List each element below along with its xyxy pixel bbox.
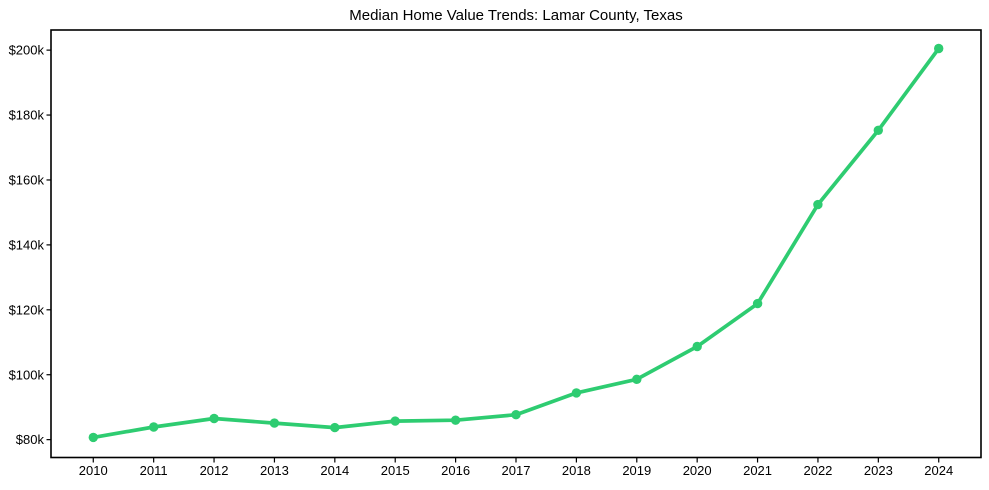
x-tick-label: 2010 bbox=[79, 463, 108, 478]
x-tick-label: 2017 bbox=[502, 463, 531, 478]
data-point bbox=[330, 422, 340, 433]
x-tick-label: 2011 bbox=[140, 463, 168, 478]
x-tick-label: 2018 bbox=[562, 463, 591, 478]
x-tick-label: 2022 bbox=[803, 463, 832, 478]
data-point bbox=[934, 43, 944, 54]
x-tick-label: 2023 bbox=[864, 463, 893, 478]
data-point bbox=[873, 125, 883, 135]
data-point bbox=[692, 341, 702, 352]
trend-line bbox=[91, 46, 941, 440]
data-point bbox=[752, 298, 763, 309]
x-tick-label: 2021 bbox=[743, 463, 772, 478]
data-point bbox=[571, 388, 582, 398]
y-tick-label: $200k bbox=[9, 43, 45, 58]
y-tick-label: $120k bbox=[9, 302, 45, 317]
x-tick-label: 2020 bbox=[683, 463, 712, 478]
y-tick-label: $180k bbox=[9, 108, 45, 123]
x-tick-label: 2015 bbox=[381, 463, 410, 478]
chart-title: Median Home Value Trends: Lamar County, … bbox=[349, 7, 683, 24]
x-tick-label: 2013 bbox=[260, 463, 289, 478]
data-point bbox=[269, 418, 280, 428]
data-point bbox=[88, 432, 99, 443]
y-tick-label: $80k bbox=[16, 432, 45, 447]
y-tick-label: $160k bbox=[9, 173, 45, 188]
x-tick-label: 2019 bbox=[622, 463, 651, 478]
x-tick-label: 2014 bbox=[320, 463, 349, 478]
data-point bbox=[632, 374, 642, 384]
x-tick-label: 2012 bbox=[200, 463, 229, 478]
data-point bbox=[450, 415, 461, 425]
x-tick-label: 2024 bbox=[924, 463, 953, 478]
x-tick-label: 2016 bbox=[441, 463, 470, 478]
data-point bbox=[149, 422, 159, 432]
data-point bbox=[511, 410, 521, 420]
plot-frame bbox=[50, 29, 982, 459]
data-point bbox=[209, 413, 219, 424]
y-tick-label: $100k bbox=[9, 367, 45, 382]
y-tick-label: $140k bbox=[9, 237, 45, 252]
data-point bbox=[390, 416, 400, 426]
data-point bbox=[813, 199, 823, 210]
